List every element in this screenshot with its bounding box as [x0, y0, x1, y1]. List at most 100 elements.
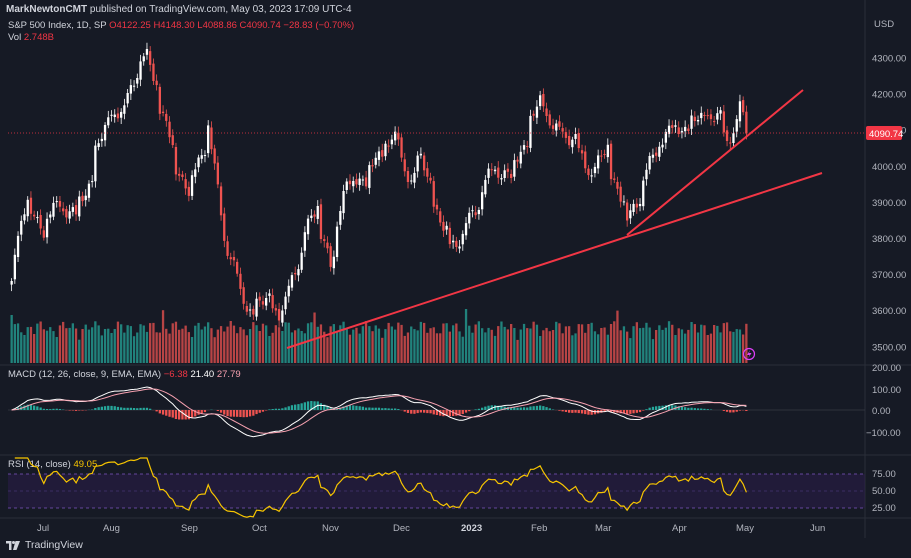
candle-body: [522, 145, 526, 150]
macd-hist-bar: [355, 405, 358, 410]
volume-bar: [81, 329, 84, 363]
volume-bar: [419, 321, 422, 363]
volume-label[interactable]: Vol: [8, 32, 22, 43]
candle-body: [290, 275, 294, 288]
volume-bar: [242, 329, 245, 363]
volume-bar: [696, 332, 700, 363]
macd-hist-bar: [738, 410, 742, 411]
candle-body: [120, 111, 123, 118]
volume-bar: [213, 337, 216, 363]
macd-hist-bar: [49, 409, 52, 410]
volume-bar: [216, 329, 219, 363]
candle-body: [645, 169, 648, 180]
candle-body: [716, 113, 719, 120]
candle-body: [535, 106, 539, 118]
macd-hist-bar: [548, 408, 551, 410]
macd-line: [11, 386, 747, 438]
macd-tick: −100.00: [866, 428, 901, 439]
short-support-trendline[interactable]: [626, 89, 804, 236]
candle-body: [303, 232, 306, 251]
volume-bar: [68, 327, 71, 363]
chart-canvas[interactable]: USD 4300.004200.004100.004000.003900.003…: [0, 0, 911, 538]
candle-body: [352, 181, 355, 187]
macd-hist-bar: [468, 410, 471, 412]
candle-body: [358, 178, 361, 185]
macd-hist-bar: [368, 407, 371, 410]
volume-bar: [426, 332, 429, 363]
time-tick: Mar: [595, 523, 611, 534]
macd-hist-bar: [361, 406, 364, 410]
volume-bar: [461, 336, 464, 363]
candle-body: [145, 49, 149, 55]
volume-bar: [97, 325, 100, 363]
candle-body: [65, 209, 68, 218]
volume-bar: [139, 324, 142, 363]
lightning-icon[interactable]: [742, 347, 756, 361]
volume-bar: [236, 333, 239, 363]
candle-body: [219, 186, 223, 216]
macd-hist-bar: [326, 406, 329, 410]
volume-bar: [165, 328, 168, 363]
volume-bar: [55, 337, 58, 363]
macd-label[interactable]: MACD (12, 26, close, 9, EMA, EMA): [8, 369, 162, 380]
footer[interactable]: TradingView: [6, 539, 83, 551]
volume-bar: [416, 330, 419, 363]
candle-body: [687, 128, 690, 131]
signal-line: [11, 388, 747, 434]
candle-body: [622, 201, 626, 203]
author-name[interactable]: MarkNewtonCMT: [6, 4, 88, 15]
macd-hist-bar: [178, 410, 181, 420]
volume-bar: [664, 327, 667, 363]
time-tick: Aug: [103, 523, 120, 534]
candle-body: [400, 137, 403, 158]
time-tick: Dec: [393, 523, 410, 534]
macd-hist-bar: [358, 406, 361, 410]
candle-body: [435, 204, 439, 210]
price-axis-ticks[interactable]: 4300.004200.004100.004000.003900.003800.…: [872, 54, 906, 354]
candle-body: [39, 215, 42, 229]
long-support-trendline[interactable]: [286, 172, 823, 349]
time-tick: Sep: [181, 523, 198, 534]
volume-bar: [587, 324, 590, 363]
volume-bar: [464, 309, 468, 363]
macd-tick: 100.00: [872, 385, 901, 396]
rsi-label[interactable]: RSI (14, close): [8, 459, 71, 470]
volume-bar: [406, 332, 410, 363]
symbol-title[interactable]: S&P 500 Index, 1D, SP: [8, 20, 107, 31]
volume-bar: [294, 330, 297, 363]
candle-body: [597, 155, 600, 169]
candle-body: [500, 178, 503, 180]
candle-body: [429, 177, 432, 181]
candle-body: [506, 168, 509, 172]
candle-body: [713, 121, 716, 123]
volume-bar: [661, 329, 664, 363]
volume-bar: [506, 329, 509, 363]
published-info: published on TradingView.com, May 03, 20…: [89, 4, 352, 15]
volume-bar: [29, 326, 33, 363]
volume-bar: [158, 332, 161, 363]
macd-hist-bar: [158, 410, 161, 414]
volume-bar: [168, 333, 171, 363]
volume-bar: [703, 325, 706, 363]
volume-bar: [178, 329, 181, 363]
volume-bar: [394, 329, 397, 363]
candle-body: [107, 117, 110, 126]
macd-hist-bar: [487, 405, 490, 410]
volume-bar: [39, 321, 42, 363]
candle-body: [223, 213, 226, 241]
volume-bar: [297, 328, 300, 363]
volume-bar: [84, 324, 87, 363]
candle-body: [348, 180, 352, 185]
candle-body: [729, 142, 732, 144]
macd-hist-bar: [107, 405, 110, 410]
volume-bar: [616, 310, 619, 363]
candle-body: [671, 125, 674, 128]
volume-bar: [171, 323, 174, 363]
volume-bar: [203, 326, 207, 363]
macd-hist-bar: [667, 405, 671, 410]
candle-body: [342, 191, 345, 214]
volume-bar: [397, 322, 400, 363]
macd-hist-bar: [149, 408, 152, 410]
candle-body: [126, 93, 129, 104]
volume-bar: [13, 324, 16, 363]
